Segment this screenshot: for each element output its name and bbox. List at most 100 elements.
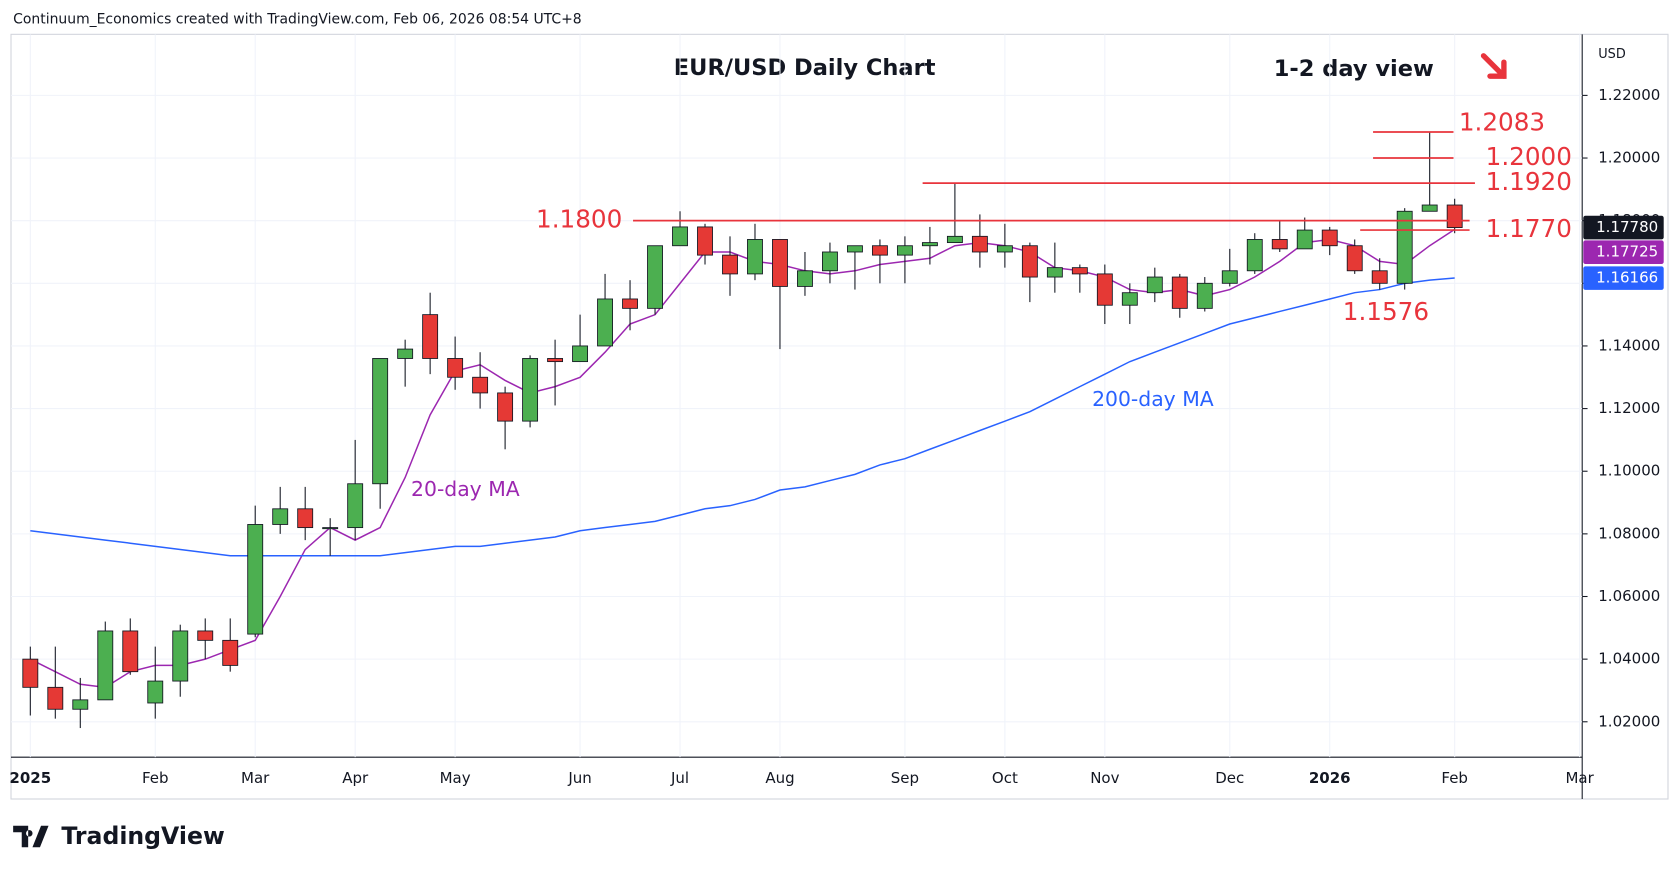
chart-title: EUR/USD Daily Chart [674, 55, 936, 81]
candle-body [971, 235, 988, 253]
candle-body [472, 376, 489, 394]
candle-body [697, 226, 713, 256]
candle-body [97, 630, 114, 701]
level-label: 1.1920 [1486, 167, 1572, 196]
x-tick-label: May [440, 769, 471, 787]
candle-body [896, 245, 913, 256]
x-tick-label: Feb [142, 769, 169, 787]
y-tick-label: 1.12000 [1598, 399, 1660, 417]
moving-average-line [29, 228, 1456, 689]
candle-body [996, 245, 1013, 253]
candle-body [47, 686, 64, 710]
candle-body [1321, 229, 1338, 247]
y-tick-label: 1.14000 [1598, 336, 1660, 354]
candle-body [847, 245, 863, 253]
candle-body [1246, 239, 1263, 272]
candle-body [22, 658, 39, 688]
candle-body [871, 245, 888, 256]
series-label: 20-day MA [411, 477, 520, 501]
tradingview-logo: TradingView [13, 822, 225, 850]
candle-body [497, 392, 514, 422]
candle-body [797, 270, 813, 287]
candles [22, 132, 1463, 729]
level-label: 1.2083 [1459, 107, 1545, 136]
candle-body [722, 254, 738, 275]
candle-body [522, 358, 539, 422]
candle-body [1121, 292, 1138, 306]
candle-body [147, 680, 164, 704]
level-label: 1.2000 [1486, 142, 1572, 171]
price-tag-label: 1.17780 [1596, 218, 1658, 236]
x-tick-label: 2025 [9, 769, 51, 787]
candle-body [1396, 210, 1413, 284]
candle-body [572, 345, 589, 363]
y-tick-label: 1.06000 [1598, 587, 1660, 605]
candle-body [822, 251, 838, 272]
candle-body [921, 242, 938, 247]
x-tick-label: Sep [891, 769, 919, 787]
candle-body [1271, 239, 1288, 250]
x-tick-label: 2026 [1309, 769, 1351, 787]
candle-body [397, 348, 414, 359]
candle-body [1346, 245, 1363, 272]
candle-body [1146, 276, 1163, 294]
x-tick-label: Mar [241, 769, 270, 787]
x-tick-label: Jul [670, 769, 689, 787]
level-label: 1.1800 [536, 205, 622, 234]
candle-body [597, 298, 613, 347]
price-tag [1583, 266, 1664, 290]
candle-body [247, 524, 264, 635]
price-tag [1583, 215, 1664, 240]
candle-body [1446, 204, 1463, 228]
candle-body [297, 508, 314, 529]
chart-subtitle: 1-2 day view [1274, 56, 1434, 82]
candle-body [647, 245, 663, 309]
candle-body [672, 226, 688, 247]
y-tick-label: 1.22000 [1598, 86, 1660, 104]
candle-body [422, 314, 439, 359]
down-arrow-icon [1480, 53, 1507, 79]
candle-body [447, 358, 464, 378]
candle-body [772, 239, 788, 287]
x-tick-label: Nov [1090, 769, 1119, 787]
candle-body [222, 639, 239, 666]
x-tick-label: Dec [1215, 769, 1244, 787]
x-tick-label: Apr [342, 769, 369, 787]
chart-frame [10, 33, 1669, 800]
y-tick-label: 1.10000 [1598, 462, 1660, 480]
y-tick-label: 1.02000 [1598, 712, 1660, 730]
candle-body [1071, 267, 1088, 275]
candle-body [122, 630, 139, 673]
candle-body [372, 358, 389, 485]
low-label: 1.1576 [1343, 297, 1429, 326]
y-tick-label: 1.04000 [1598, 650, 1660, 668]
y-tick-label: 1.20000 [1598, 149, 1660, 167]
candle-body [747, 239, 763, 275]
candle-body [1196, 282, 1213, 309]
candle-body [1221, 270, 1238, 284]
candle-body [272, 508, 289, 525]
candle-body [322, 527, 339, 530]
candle-body [347, 483, 364, 529]
candle-body [622, 298, 638, 309]
grid [11, 34, 1583, 758]
price-tag-label: 1.16166 [1596, 269, 1658, 287]
candle-body [1421, 204, 1438, 212]
level-label: 1.1770 [1486, 214, 1572, 243]
x-tick-label: Jun [567, 769, 591, 787]
series-label: 200-day MA [1092, 387, 1214, 411]
candle-body [946, 235, 963, 244]
candle-body [1296, 229, 1313, 250]
brand-name: TradingView [61, 822, 224, 850]
x-tick-label: Mar [1565, 769, 1594, 787]
header: Continuum_Economics created with Trading… [13, 11, 582, 27]
x-tick-label: Oct [992, 769, 1018, 787]
y-tick-label: 1.08000 [1598, 524, 1660, 542]
x-tick-label: Feb [1441, 769, 1468, 787]
price-tag [1583, 240, 1664, 265]
candle-body [1046, 267, 1063, 278]
candle-body [1371, 270, 1388, 284]
